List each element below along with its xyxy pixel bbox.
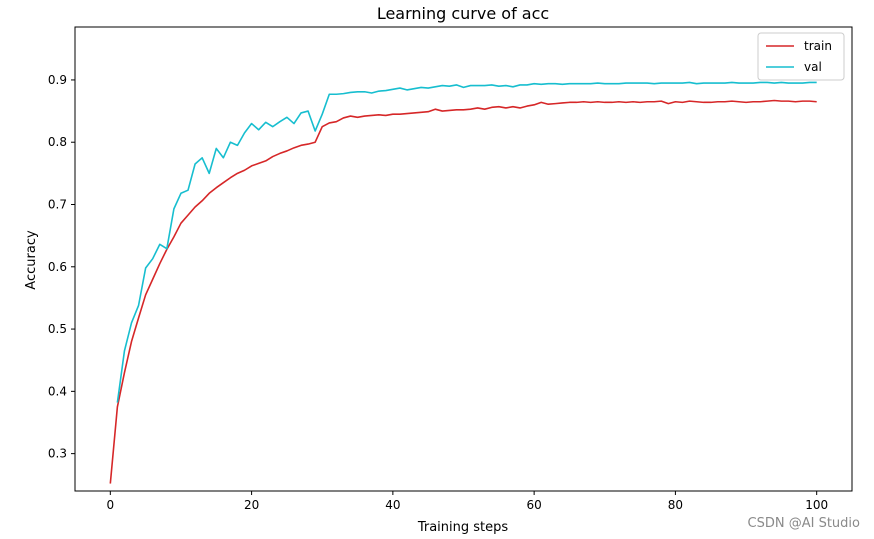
y-tick-label: 0.4 [48,384,67,398]
series-line-val [116,81,817,403]
x-tick-label: 20 [244,498,259,512]
x-tick-label: 40 [385,498,400,512]
legend-label-train: train [804,39,832,53]
y-axis-label: Accuracy [24,230,39,290]
x-tick-label: 60 [526,498,541,512]
plot-frame [74,26,853,492]
x-axis-label: Training steps [417,520,509,535]
y-tick-label: 0.6 [48,260,67,274]
plot-lines [109,81,817,484]
y-tick-label: 0.8 [48,135,67,149]
x-tick-label: 80 [668,498,683,512]
plot-axes [74,26,853,492]
axis-ticks: 0 20 40 60 80 100 0.3 0.4 0.5 0.6 0.7 0.8 0.9 [48,73,828,512]
x-tick-label: 0 [106,498,114,512]
series-line-train [109,99,817,484]
y-tick-label: 0.3 [48,447,67,461]
watermark: CSDN @AI Studio [747,516,860,531]
legend-box [757,32,845,81]
y-tick-label: 0.9 [48,73,67,87]
x-tick-label: 100 [805,498,828,512]
y-tick-label: 0.5 [48,322,67,336]
chart-title: Learning curve of acc [377,4,549,23]
legend: train val [757,32,845,81]
y-tick-label: 0.7 [48,198,67,212]
legend-label-val: val [804,60,822,74]
